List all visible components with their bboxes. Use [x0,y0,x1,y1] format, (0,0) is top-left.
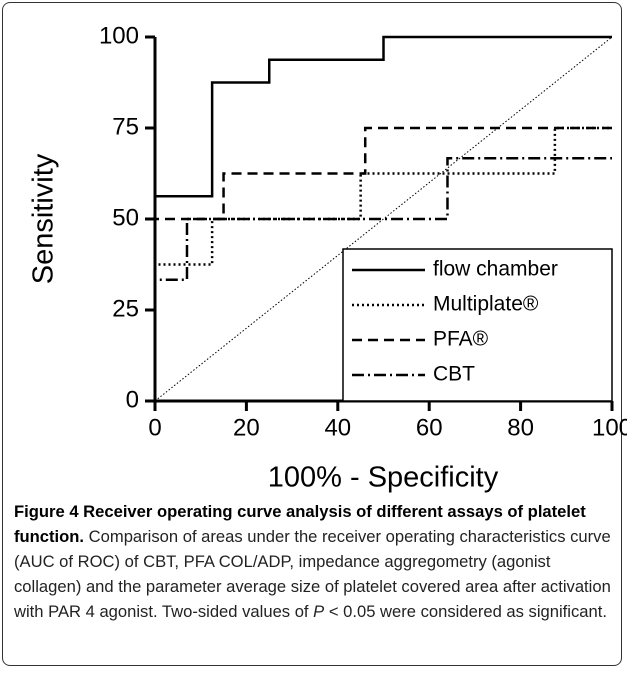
x-tick-label: 0 [148,414,161,441]
y-tick-label: 25 [112,295,139,322]
y-tick-label: 75 [112,113,139,140]
y-tick-label: 50 [112,204,139,231]
chart: Sensitivity 100% - Specificity 0 25 50 75 10… [28,22,627,494]
legend-label: CBT [433,363,475,386]
series-line [153,126,612,401]
y-tick-label: 100 [99,22,139,49]
y-axis-label: Sensitivity [28,153,60,284]
caption-italic: P [313,602,325,621]
series-line [153,35,612,401]
legend-label: PFA® [433,328,489,351]
x-tick-label: 60 [416,414,443,441]
x-axis-label: 100% - Specificity [268,462,499,494]
x-tick-label: 80 [507,414,534,441]
x-tick-label: 20 [233,414,260,441]
legend-label: flow chamber [433,258,558,281]
legend-box [342,248,613,402]
caption-normal: < 0.05 were considered as significant. [324,602,607,621]
legend: flow chamber Multiplate® PFA® CBT [342,248,613,402]
y-tick-label: 0 [126,386,139,413]
caption: Figure 4 Receiver operating curve analys… [14,499,614,624]
reference-line [154,36,613,402]
legend-label: Multiplate® [433,293,539,316]
x-tick-label: 40 [324,414,351,441]
caption-bold: Figure 4 Receiver operating curve analys… [14,502,591,546]
caption-normal: Comparison of areas under the receiver o… [14,527,616,621]
figure-frame [2,2,622,666]
x-tick-label: 100 [592,414,627,441]
